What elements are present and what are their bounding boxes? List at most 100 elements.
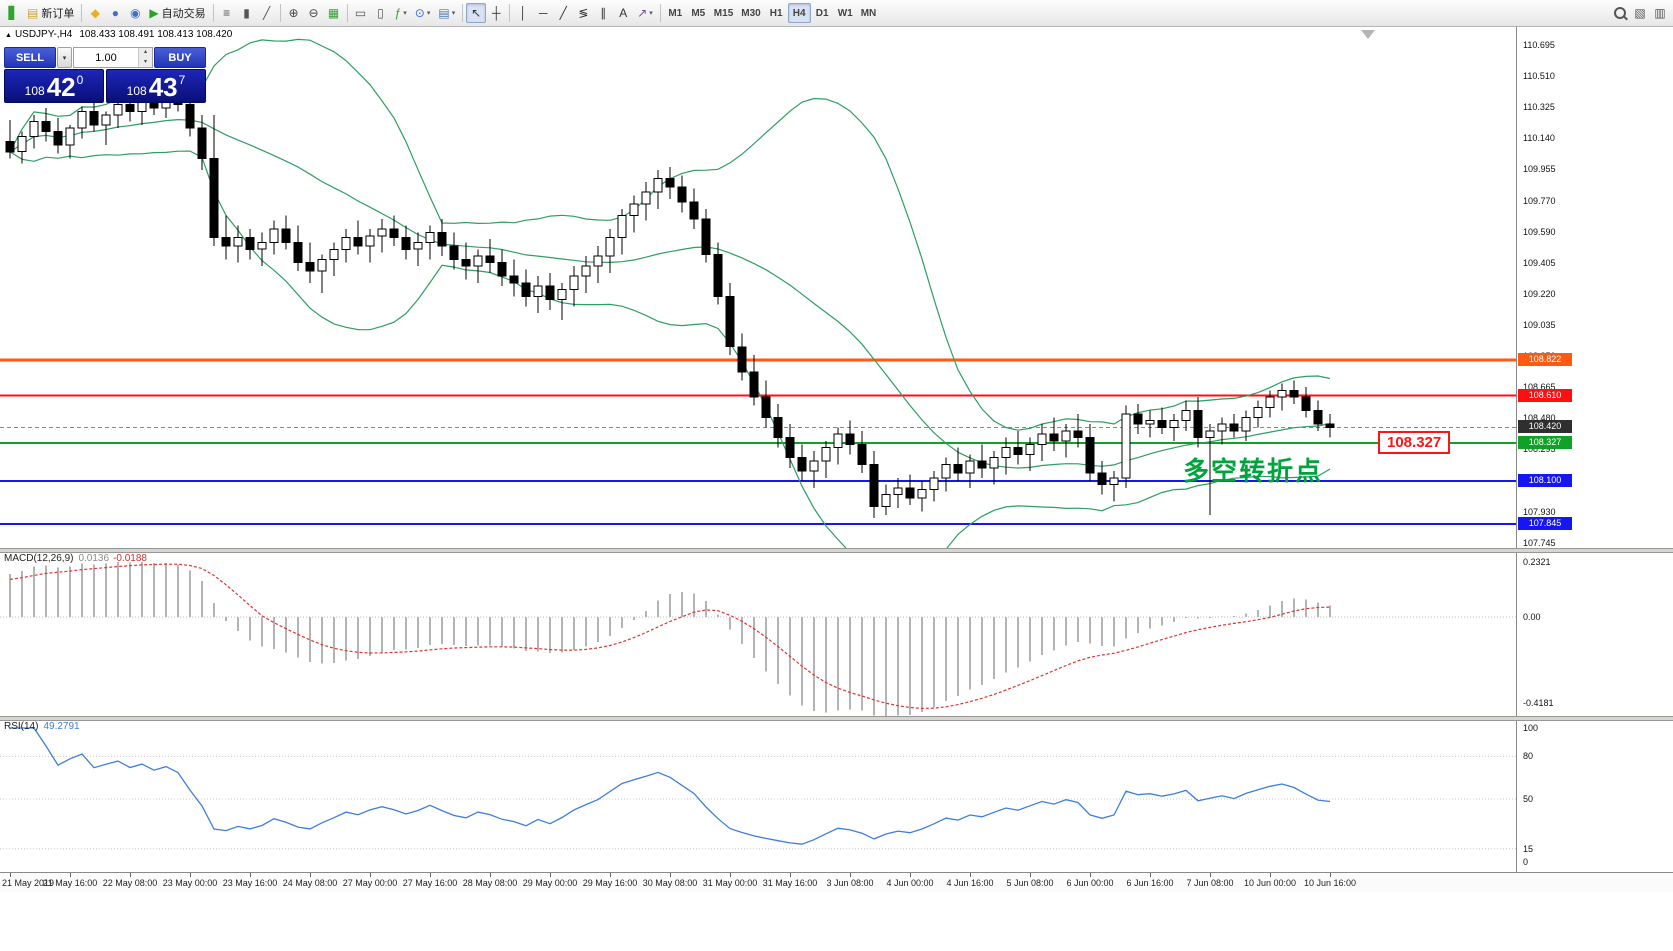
- price-tick: 110.140: [1523, 133, 1555, 144]
- rsi-axis-label: 80: [1523, 751, 1534, 762]
- macd-header: MACD(12,26,9) 0.0136 -0.0188: [4, 553, 147, 564]
- scroll-to-end-marker[interactable]: [1361, 30, 1375, 39]
- indicators-button[interactable]: ƒ ▾: [394, 6, 407, 20]
- timeframe-m15-button[interactable]: M15: [713, 7, 734, 19]
- templates-button[interactable]: ▤ ▾: [438, 6, 456, 20]
- macd-axis-label: 0.2321: [1523, 556, 1551, 567]
- timeframe-m30-button[interactable]: M30: [741, 7, 761, 19]
- new-order-button[interactable]: ▤ 新订单: [27, 6, 75, 20]
- sell-button[interactable]: SELL: [4, 47, 56, 68]
- macd-signal-line: [9, 563, 1331, 710]
- time-tick: [250, 873, 251, 877]
- price-tick: 109.590: [1523, 226, 1556, 237]
- line-chart-icon[interactable]: ╱: [262, 6, 271, 20]
- time-label: 6 Jun 00:00: [1066, 878, 1114, 888]
- expand-arrow-icon: ▲: [5, 32, 12, 39]
- price-tick: 110.325: [1523, 102, 1555, 113]
- lot-size-field: ▴ ▾: [73, 47, 153, 68]
- rsi-canvas[interactable]: [0, 719, 1516, 872]
- toolbar-separator: [81, 4, 83, 22]
- time-tick: [70, 873, 71, 877]
- candlestick-chart-icon[interactable]: ▮: [243, 6, 250, 20]
- arrange-windows-icon[interactable]: ▯: [377, 6, 384, 20]
- time-tick: [190, 873, 191, 877]
- time-tick: [850, 873, 851, 877]
- horizontal-line-button[interactable]: ─: [538, 6, 548, 20]
- price-tick: 110.510: [1523, 71, 1555, 82]
- rsi-axis-label: 50: [1523, 794, 1534, 804]
- buy-price-display[interactable]: 108 43 7: [106, 69, 206, 103]
- time-tick: [10, 873, 11, 877]
- bar-chart-icon[interactable]: ≡: [223, 6, 231, 20]
- fibonacci-button[interactable]: ≶: [578, 6, 589, 20]
- time-label: 7 Jun 08:00: [1186, 878, 1234, 888]
- timeframe-m1-button[interactable]: M1: [668, 7, 683, 19]
- sell-price-display[interactable]: 108 42 0: [4, 69, 104, 103]
- trendline-button[interactable]: ╱: [559, 6, 567, 20]
- zoom-in-button[interactable]: ⊕: [288, 6, 299, 20]
- tile-windows-icon[interactable]: ▦: [327, 6, 340, 20]
- time-label: 31 May 00:00: [702, 878, 758, 888]
- timeframe-mn-button[interactable]: MN: [860, 7, 877, 19]
- new-chart-icon[interactable]: ▋: [8, 6, 18, 20]
- timeframe-w1-button[interactable]: W1: [837, 7, 853, 19]
- chevron-down-icon: ▾: [62, 54, 67, 62]
- lot-size-input[interactable]: [74, 48, 138, 67]
- chart-canvas[interactable]: [0, 27, 1516, 548]
- time-tick: [1330, 873, 1331, 877]
- panels-icon[interactable]: ▥: [1654, 6, 1666, 20]
- zoom-out-button[interactable]: ⊖: [308, 6, 319, 20]
- time-axis[interactable]: 21 May 2019 21 May 16:00 22 May 08:00 23 Ma…: [0, 872, 1673, 892]
- panel-splitter[interactable]: [0, 716, 1673, 721]
- auto-trading-button[interactable]: ▶ 自动交易: [149, 6, 206, 20]
- time-label: 31 May 16:00: [762, 878, 818, 888]
- search-icon[interactable]: [1610, 3, 1630, 23]
- metaeditor-icon[interactable]: ◆: [90, 6, 100, 20]
- cursor-button[interactable]: ↖: [466, 3, 487, 23]
- price-tick: 109.220: [1523, 288, 1556, 299]
- lot-dropdown-button[interactable]: ▾: [57, 47, 72, 68]
- price-tick: 108.480: [1523, 413, 1556, 424]
- macd-axis-label: 0.00: [1523, 612, 1541, 622]
- time-tick: [910, 873, 911, 877]
- lot-increase-button[interactable]: ▴: [139, 48, 152, 58]
- time-tick: [370, 873, 371, 877]
- timeframe-h4-button[interactable]: H4: [787, 3, 811, 23]
- rsi-panel[interactable]: RSI(14) 49.2791: [0, 719, 1516, 872]
- time-tick: [550, 873, 551, 877]
- time-label: 29 May 00:00: [522, 878, 578, 888]
- price-chart-panel[interactable]: ▲ USDJPY-,H4 108.433 108.491 108.413 108.4…: [0, 27, 1516, 548]
- macd-panel[interactable]: MACD(12,26,9) 0.0136 -0.0188: [0, 551, 1516, 716]
- time-label: 27 May 16:00: [402, 878, 458, 888]
- horizontal-level-lines: [0, 358, 1516, 526]
- price-tick: 109.405: [1523, 257, 1556, 268]
- timeframe-h1-button[interactable]: H1: [769, 7, 783, 19]
- price-level-label: 107.845: [1518, 517, 1572, 531]
- time-tick: [1030, 873, 1031, 877]
- price-level-label: 108.327: [1518, 436, 1572, 450]
- timeframe-m5-button[interactable]: M5: [691, 7, 706, 19]
- arrows-button[interactable]: ↗ ▾: [637, 6, 653, 20]
- cascade-windows-icon[interactable]: ▭: [354, 6, 367, 20]
- time-label: 10 Jun 00:00: [1243, 878, 1297, 888]
- macd-canvas[interactable]: [0, 551, 1516, 716]
- periods-button[interactable]: ⊙ ▾: [414, 6, 431, 20]
- text-button[interactable]: A: [619, 6, 628, 20]
- turning-point-annotation[interactable]: 多空转折点: [1183, 456, 1324, 486]
- timeframe-d1-button[interactable]: D1: [815, 7, 829, 19]
- time-tick: [610, 873, 611, 877]
- buy-button[interactable]: BUY: [154, 47, 206, 68]
- lot-decrease-button[interactable]: ▾: [139, 57, 152, 67]
- market-watch-icon[interactable]: ◉: [130, 6, 141, 20]
- price-axis[interactable]: 110.695 110.510 110.325 110.140 109.955 109.7…: [1516, 27, 1673, 872]
- vertical-line-button[interactable]: │: [519, 6, 527, 20]
- crosshair-button[interactable]: ┼: [491, 6, 501, 20]
- channel-button[interactable]: ∥: [600, 6, 607, 20]
- layouts-icon[interactable]: ▧: [1634, 6, 1646, 20]
- price-callout-label[interactable]: 108.327: [1378, 431, 1451, 454]
- terminal-icon[interactable]: ●: [111, 6, 119, 20]
- ohlc-values: 108.433 108.491 108.413 108.420: [79, 29, 233, 40]
- price-tick: 109.955: [1523, 164, 1556, 175]
- panel-splitter[interactable]: [0, 548, 1673, 553]
